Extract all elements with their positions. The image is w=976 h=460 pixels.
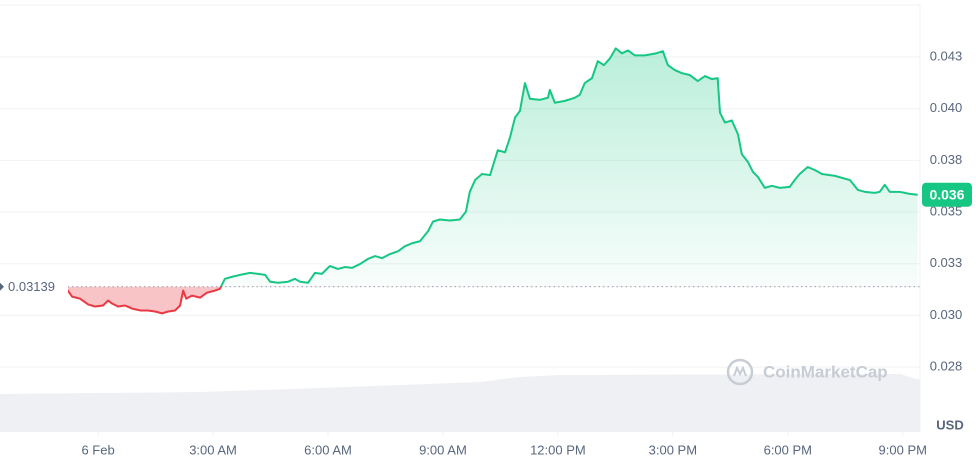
x-tick-label: 3:00 AM: [189, 442, 237, 457]
price-line: [64, 47, 918, 315]
y-tick-label: 0.030: [930, 307, 963, 322]
watermark-text: CoinMarketCap: [763, 362, 888, 381]
y-tick-label: 0.043: [930, 48, 963, 63]
x-tick-label: 6:00 PM: [764, 442, 812, 457]
price-area: [65, 48, 918, 314]
y-tick-label: 0.035: [930, 204, 963, 219]
y-tick-label: 0.038: [930, 152, 963, 167]
watermark-logo: [726, 358, 754, 386]
baseline-arrow: [0, 282, 4, 291]
x-tick-label: 12:00 PM: [530, 442, 586, 457]
watermark-logo-mark: [733, 365, 747, 377]
x-tick-label: 9:00 AM: [419, 442, 467, 457]
volume-area: [0, 374, 920, 432]
watermark: CoinMarketCap: [726, 358, 888, 386]
x-tick-label: 6 Feb: [81, 442, 114, 457]
current-price-label: 0.036: [929, 186, 964, 202]
baseline-label: 0.03139: [8, 279, 55, 294]
baseline-label-bg: [0, 276, 68, 297]
y-tick-label: 0.028: [930, 359, 963, 374]
current-price-tag: [922, 182, 972, 207]
y-tick-label: 0.040: [930, 100, 963, 115]
x-tick-label: 6:00 AM: [304, 442, 352, 457]
x-tick-label: 3:00 PM: [649, 442, 697, 457]
y-tick-label: 0.033: [930, 255, 963, 270]
unit-label: USD: [936, 417, 963, 432]
x-tick-label: 9:00 PM: [879, 442, 927, 457]
